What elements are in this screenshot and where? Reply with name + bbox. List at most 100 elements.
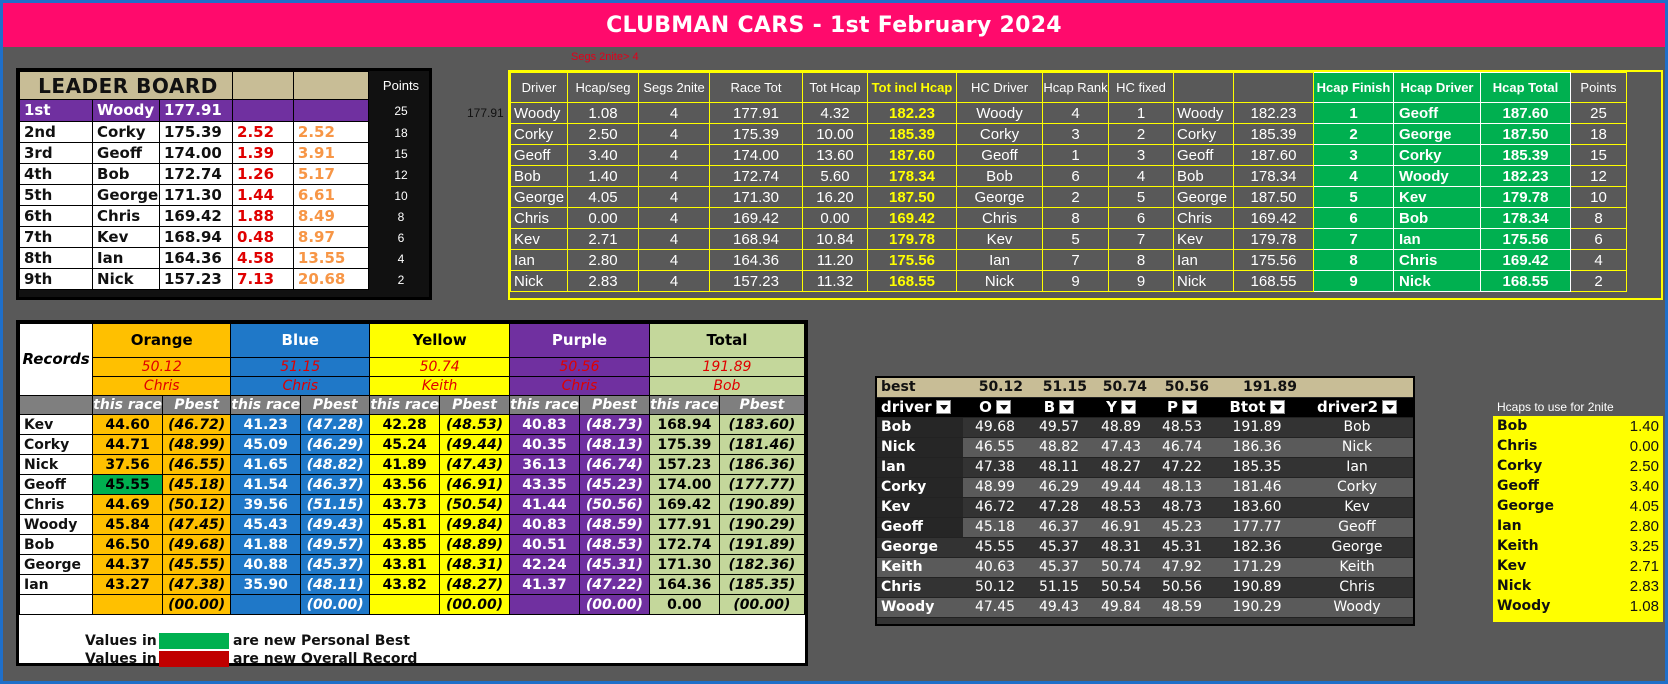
- results-cell: 4: [1042, 102, 1109, 124]
- results-cell: 18: [1570, 123, 1627, 145]
- stats-cell: 45.37: [1027, 537, 1091, 558]
- leader-board-gap: 0.48: [232, 226, 294, 248]
- legend-swatch: [159, 633, 229, 649]
- stats-cell: 40.63: [963, 557, 1027, 578]
- leader-board-name: Nick: [92, 268, 160, 290]
- records-value: 43.56: [369, 474, 441, 495]
- hcap-driver: Nick: [1497, 578, 1532, 594]
- results-cell: 5: [1108, 186, 1174, 208]
- results-cell: 0.00: [802, 207, 868, 229]
- results-cell: 4: [638, 249, 710, 271]
- stats-cell: Corky: [877, 477, 963, 498]
- records-value: 42.24: [509, 554, 580, 575]
- leader-board-pos: 5th: [18, 184, 94, 206]
- records-value: 174.00: [648, 474, 720, 495]
- results-row: Chris 0.00 4 169.42 0.00 169.42 Chris 8 6 Chris 16…: [510, 207, 1627, 229]
- hcap-value: 2.71: [1629, 557, 1659, 575]
- results-cell: 179.78: [867, 228, 957, 250]
- leader-board-pos: 6th: [18, 205, 94, 227]
- results-cell: 1: [1042, 144, 1109, 166]
- filter-dropdown-icon[interactable]: [1120, 400, 1136, 414]
- segs-note: Segs 2nite> 4: [571, 51, 639, 63]
- filter-dropdown-icon[interactable]: [1059, 400, 1075, 414]
- results-header-cell: Hcap Driver: [1393, 72, 1481, 103]
- results-cell: 3: [1313, 144, 1394, 166]
- records-value: [509, 594, 580, 615]
- leader-board-name: Corky: [92, 121, 160, 143]
- records-value: 41.54: [230, 474, 302, 495]
- stats-cell: 48.11: [1027, 457, 1091, 478]
- sub-header-cell: Pbest: [300, 395, 371, 415]
- records-value: 41.88: [230, 534, 302, 555]
- hcaps-title: Hcaps to use for 2nite: [1497, 400, 1614, 414]
- records-value: (49.44): [439, 434, 511, 455]
- hcap-value: 4.05: [1629, 497, 1659, 515]
- results-cell: 178.34: [867, 165, 957, 187]
- stats-cell: Ian: [877, 457, 963, 478]
- results-cell: 187.60: [867, 144, 957, 166]
- results-cell: Ian: [1393, 228, 1481, 250]
- stats-cell: 46.72: [963, 497, 1027, 518]
- best-stats-table: best 50.12 51.15 50.74 50.56 191.89 driver O B Y P…: [877, 378, 1413, 618]
- stats-cell: 50.54: [1091, 577, 1151, 598]
- blank-cell: [18, 395, 94, 415]
- results-cell: 171.30: [709, 186, 803, 208]
- results-header-cell: Driver: [510, 72, 568, 103]
- results-cell: 178.34: [1480, 207, 1571, 229]
- stats-cell: Chris: [877, 577, 963, 598]
- record-value: 50.74: [369, 357, 511, 377]
- records-row: (00.00) (00.00) (00.00) (00.00) 0.00 (00.00): [18, 594, 806, 615]
- results-cell: 168.55: [867, 270, 957, 292]
- leader-board-name: George: [92, 184, 160, 206]
- filter-dropdown-icon[interactable]: [1269, 400, 1285, 414]
- filter-dropdown-icon[interactable]: [935, 400, 951, 414]
- results-cell: 179.78: [1480, 186, 1571, 208]
- stats-cell: 51.15: [1027, 577, 1091, 598]
- records-value: (183.60): [718, 414, 806, 435]
- results-cell: 177.91: [709, 102, 803, 124]
- records-row: Kev 44.60 (46.72) 41.23 (47.28) 42.28 (48.53) 4…: [18, 414, 806, 435]
- stats-cell: 183.60: [1213, 497, 1301, 518]
- stats-cell: Nick: [1301, 437, 1413, 458]
- hcap-driver: Chris: [1497, 438, 1538, 454]
- leader-board-gap: 1.88: [232, 205, 294, 227]
- leader-board-total: 175.39: [158, 121, 234, 143]
- results-cell: 4: [638, 207, 710, 229]
- filter-dropdown-icon[interactable]: [1382, 400, 1398, 414]
- records-value: (49.43): [300, 514, 371, 535]
- leader-board-pos: 4th: [18, 163, 94, 185]
- records-value: (45.55): [161, 554, 232, 575]
- leader-board-cum: [292, 99, 370, 122]
- records-value: 43.27: [92, 574, 163, 595]
- stats-header-cell: B: [1027, 397, 1091, 418]
- results-cell: 2.50: [567, 123, 639, 145]
- records-color-header-row: Records Orange Blue Yellow Purple Total: [18, 323, 806, 396]
- leader-board-table: LEADER BOARD 1st Woody 177.91 2nd Corky 175.39…: [18, 71, 370, 290]
- results-cell: George: [1393, 123, 1481, 145]
- results-cell: 4: [638, 270, 710, 292]
- results-cell: 168.94: [709, 228, 803, 250]
- records-value: (48.31): [439, 554, 511, 575]
- records-value: 171.30: [648, 554, 720, 575]
- results-header-cell: [1233, 72, 1314, 103]
- leader-board-gap: [232, 99, 294, 122]
- results-cell: 178.34: [1233, 165, 1314, 187]
- sub-header-cell: this race: [648, 395, 720, 415]
- leader-board-total: 168.94: [158, 226, 234, 248]
- color-header-total: Total: [648, 323, 806, 358]
- records-value: (00.00): [161, 594, 232, 615]
- leader-board-pos: 3rd: [18, 142, 94, 164]
- results-cell: 169.42: [867, 207, 957, 229]
- results-cell: Chris: [1393, 249, 1481, 271]
- stats-cell: 45.37: [1027, 557, 1091, 578]
- filter-dropdown-icon[interactable]: [995, 400, 1011, 414]
- record-holder: Chris: [509, 376, 650, 396]
- points-value: 15: [394, 146, 408, 161]
- records-value: 164.36: [648, 574, 720, 595]
- records-value: 43.82: [369, 574, 441, 595]
- stats-cell: Ian: [1301, 457, 1413, 478]
- stats-cell: 48.89: [1091, 417, 1151, 438]
- filter-dropdown-icon[interactable]: [1182, 400, 1197, 414]
- leader-board-row: 3rd Geoff 174.00 1.39 3.91: [18, 142, 370, 164]
- records-value: (49.68): [161, 534, 232, 555]
